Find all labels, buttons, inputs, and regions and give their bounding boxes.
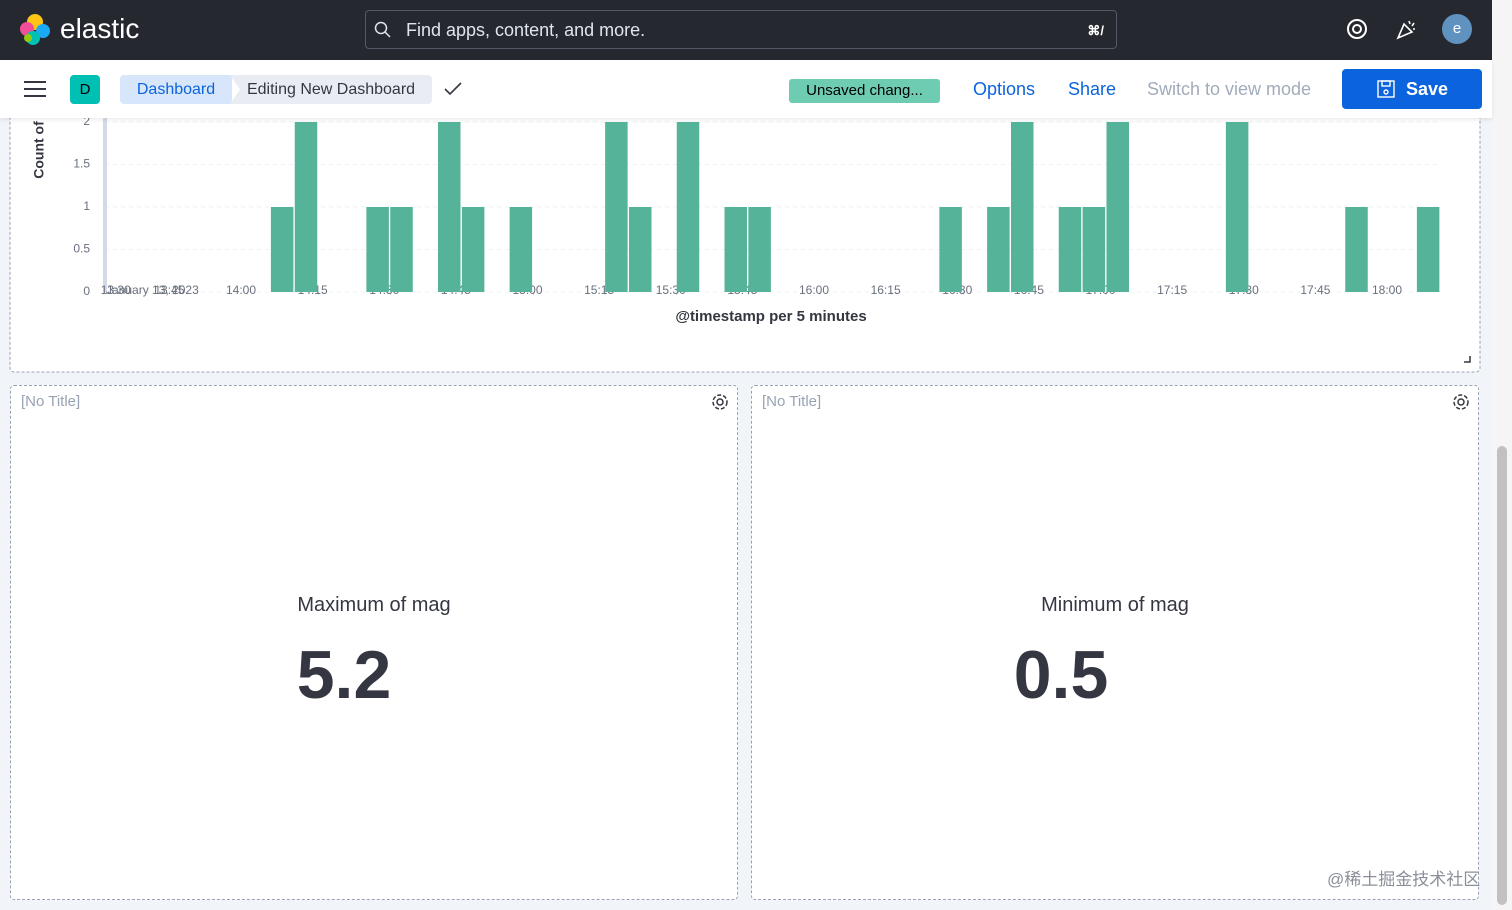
bar [438, 122, 461, 292]
brand[interactable]: elastic [60, 13, 140, 44]
save-icon [1377, 80, 1395, 98]
save-label: Save [1406, 79, 1449, 99]
x-axis-label: @timestamp per 5 minutes [675, 308, 866, 325]
bar [390, 207, 413, 292]
metric-panel: [No Title] Maximum of mag 5.2 [10, 385, 738, 900]
panel-title: [No Title] [762, 393, 822, 410]
breadcrumb[interactable]: Dashboard [120, 75, 232, 104]
menu-icon[interactable] [24, 80, 46, 98]
metric-label: Maximum of mag [297, 594, 451, 616]
toolbar: D Dashboard Editing New Dashboard Unsave… [0, 60, 1492, 118]
search-placeholder: Find apps, content, and more. [406, 20, 646, 40]
bar [461, 207, 485, 292]
bar [676, 122, 700, 292]
bar [605, 122, 628, 292]
unsaved-badge: Unsaved chang... [789, 79, 940, 103]
y-axis-label: Count of [31, 121, 47, 179]
date-label: January 13, 2023 [106, 283, 199, 297]
resize-handle[interactable] [1464, 356, 1471, 363]
x-tick-label: 17:15 [1157, 283, 1187, 297]
breadcrumb: Editing New Dashboard [230, 75, 432, 104]
avatar[interactable]: e [1442, 14, 1472, 44]
bar [1345, 207, 1368, 292]
check-icon[interactable] [444, 82, 462, 96]
elastic-logo[interactable] [18, 13, 52, 47]
bar [1082, 207, 1106, 292]
bar [1416, 207, 1440, 292]
shortcut: ⌘/ [1087, 23, 1104, 38]
metric-value: 0.5 [1013, 637, 1109, 713]
view-mode-button[interactable]: Switch to view mode [1147, 79, 1312, 99]
y-tick-label: 1 [83, 199, 90, 213]
help-icon[interactable] [1345, 17, 1369, 41]
x-tick-label: 13:30 [101, 283, 131, 297]
bar [1058, 207, 1082, 292]
metric-value: 5.2 [296, 637, 392, 713]
news-icon[interactable] [1395, 17, 1419, 41]
space-badge[interactable]: D [70, 75, 100, 104]
bar [939, 207, 962, 292]
bar [987, 207, 1010, 292]
panel-title: [No Title] [21, 393, 81, 410]
scrollbar-thumb[interactable] [1497, 446, 1507, 905]
bar [294, 122, 318, 292]
metric-panel: [No Title] Minimum of mag 0.5 [751, 385, 1479, 900]
bar [1106, 122, 1129, 292]
bar [270, 207, 294, 292]
x-tick-label: 16:00 [799, 283, 829, 297]
x-tick-label: 13:45 [154, 283, 184, 297]
bar [748, 207, 771, 292]
y-tick-label: 1.5 [73, 157, 90, 171]
settings-icon[interactable] [707, 389, 733, 415]
x-tick-label: 16:15 [871, 283, 901, 297]
bar [724, 207, 747, 292]
bar [509, 207, 533, 292]
watermark: @稀土掘金技术社区 [1327, 870, 1481, 889]
share-button[interactable]: Share [1068, 79, 1117, 99]
metric-label: Minimum of mag [1041, 594, 1189, 616]
y-tick-label: 0 [83, 284, 90, 298]
x-tick-label: 17:45 [1300, 283, 1330, 297]
y-tick-label: 0.5 [73, 242, 90, 256]
save-button[interactable]: Save [1342, 69, 1482, 109]
bar [1011, 122, 1034, 292]
scrollbar [1492, 0, 1512, 910]
y-tick-label: 2 [83, 114, 90, 128]
x-tick-label: 14:00 [226, 283, 256, 297]
bar [1225, 122, 1249, 292]
search-box[interactable]: Find apps, content, and more. ⌘/ [365, 10, 1117, 49]
histogram-panel: Count of @timestamp per 5 minutes 0 0.5 1 1… [9, 89, 1481, 373]
x-tick-label: 18:00 [1372, 283, 1402, 297]
settings-icon[interactable] [1448, 389, 1474, 415]
options-button[interactable]: Options [973, 79, 1036, 99]
header-bar: elastic Find apps, content, and more. ⌘/… [0, 0, 1492, 60]
bar [629, 207, 652, 292]
search-icon [374, 21, 391, 38]
bar [366, 207, 389, 292]
